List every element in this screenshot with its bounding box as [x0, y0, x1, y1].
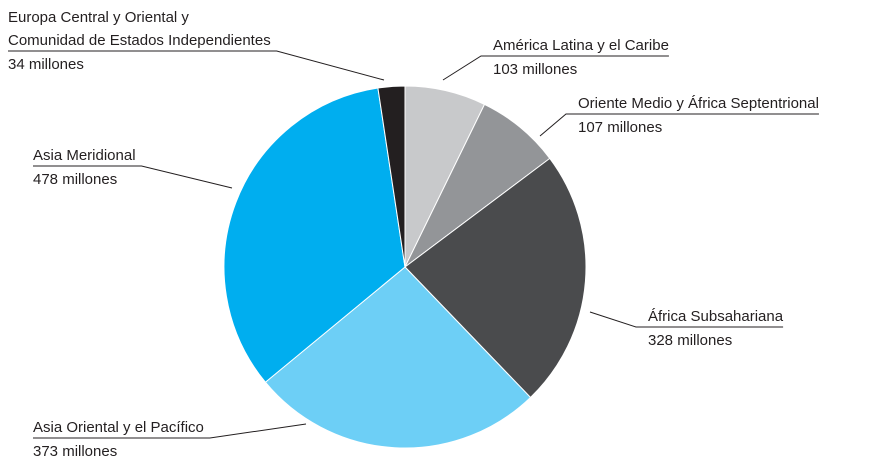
leader-line: [33, 423, 307, 439]
slice-label: Europa Central y Oriental y Comunidad de …: [8, 9, 271, 49]
slice-value-label: 478 millones: [33, 171, 117, 188]
slice-value-label: 34 millones: [8, 56, 84, 73]
leader-line: [33, 165, 233, 189]
label-line: Europa Central y Oriental y: [8, 9, 189, 26]
pie-slice: [404, 157, 587, 399]
slice-label: Asia Oriental y el Pacífico: [33, 419, 204, 436]
label-line: Oriente Medio y África Septentrional: [578, 95, 819, 112]
label-line: Comunidad de Estados Independientes: [8, 32, 271, 49]
label-line: Asia Meridional: [33, 147, 136, 164]
slice-label: Oriente Medio y África Septentrional: [578, 95, 819, 112]
pie-slice: [264, 266, 532, 449]
slice-value-label: 103 millones: [493, 61, 577, 78]
slice-label: América Latina y el Caribe: [493, 37, 669, 54]
leader-line: [589, 311, 784, 328]
slice-value-label: 107 millones: [578, 119, 662, 136]
slice-label: Asia Meridional: [33, 147, 136, 164]
leader-line: [8, 50, 385, 81]
pie-slice: [223, 87, 406, 383]
slice-value-label: 328 millones: [648, 332, 732, 349]
label-line: África Subsahariana: [648, 308, 784, 325]
slice-label: África Subsahariana: [648, 308, 784, 325]
label-line: Asia Oriental y el Pacífico: [33, 419, 204, 436]
slice-value-label: 373 millones: [33, 443, 117, 460]
leader-line: [539, 113, 819, 137]
leader-line: [442, 55, 669, 81]
pie-slice: [377, 85, 406, 268]
label-line: América Latina y el Caribe: [493, 37, 669, 54]
